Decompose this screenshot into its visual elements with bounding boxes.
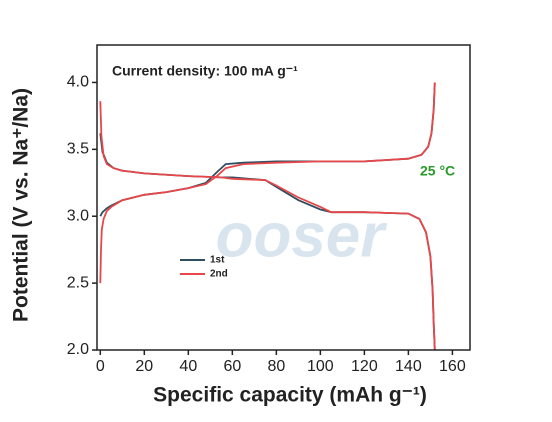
plot-frame [96, 44, 471, 351]
x-tick-label: 160 [439, 358, 466, 375]
x-tick-label: 100 [307, 358, 334, 375]
temperature-label: 25 °C [420, 163, 455, 179]
x-tick-label: 20 [135, 358, 153, 375]
x-tick-label: 120 [351, 358, 378, 375]
x-tick-label: 0 [96, 358, 105, 375]
y-tick-label: 4.0 [67, 74, 89, 91]
series-line [99, 82, 436, 351]
legend-label: 1st [210, 255, 225, 266]
y-tick-label: 3.5 [67, 141, 89, 158]
x-tick-label: 140 [395, 358, 422, 375]
x-tick-label: 60 [223, 358, 241, 375]
x-tick-label: 80 [267, 358, 285, 375]
y-tick-label: 3.0 [67, 207, 89, 224]
y-tick-label: 2.5 [67, 274, 89, 291]
y-tick-label: 2.0 [67, 341, 89, 358]
x-axis-label: Specific capacity (mAh g⁻¹) [153, 384, 427, 407]
legend-label: 2nd [210, 269, 228, 280]
annotation: Current density: 100 mA g⁻¹ [112, 63, 298, 79]
y-axis-label: Potential (V vs. Na⁺/Na) [10, 88, 33, 322]
x-tick-label: 40 [179, 358, 197, 375]
